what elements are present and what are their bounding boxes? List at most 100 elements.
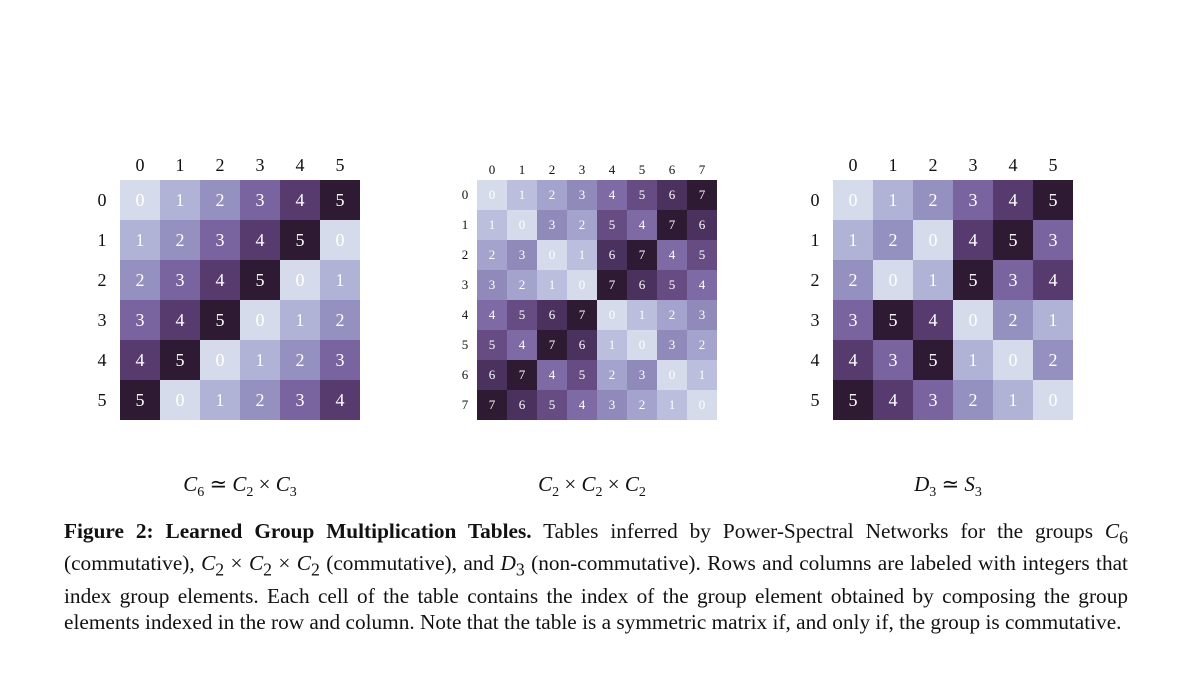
heatmap-cell: 0 — [537, 240, 567, 270]
subtitle-c2xc2xc2: C2 × C2 × C2 — [538, 472, 646, 501]
heatmap-cell: 4 — [993, 180, 1033, 220]
heatmap-cell: 2 — [120, 260, 160, 300]
heatmap-cell: 2 — [657, 300, 687, 330]
heatmap-cell: 2 — [993, 300, 1033, 340]
heatmap-cell: 5 — [507, 300, 537, 330]
heatmap-cell: 2 — [687, 330, 717, 360]
heatmap-cell: 3 — [160, 260, 200, 300]
heatmap-cell: 5 — [993, 220, 1033, 260]
heatmap-cell: 1 — [873, 180, 913, 220]
heatmap-cell: 3 — [1033, 220, 1073, 260]
col-label: 2 — [215, 154, 225, 175]
heatmap-cell: 4 — [1033, 260, 1073, 300]
heatmap-cell: 0 — [913, 220, 953, 260]
col-label: 4 — [1008, 154, 1018, 175]
heatmap-cell: 5 — [687, 240, 717, 270]
group-subscript: 2 — [215, 559, 225, 580]
col-label: 4 — [608, 162, 616, 177]
heatmap-cell: 1 — [833, 220, 873, 260]
row-label: 2 — [461, 247, 469, 262]
col-label: 2 — [928, 154, 938, 175]
heatmap-cell: 0 — [873, 260, 913, 300]
heatmap-cell: 3 — [200, 220, 240, 260]
heatmap-cell: 2 — [873, 220, 913, 260]
heatmap-cell: 6 — [687, 210, 717, 240]
row-label: 4 — [810, 349, 820, 370]
row-label: 3 — [810, 309, 820, 330]
heatmap-cell: 2 — [280, 340, 320, 380]
heatmap-cell: 0 — [120, 180, 160, 220]
heatmap-cell: 7 — [597, 270, 627, 300]
heatmap-cell: 2 — [477, 240, 507, 270]
row-label: 1 — [461, 217, 469, 232]
col-label: 5 — [335, 154, 345, 175]
col-label: 1 — [175, 154, 185, 175]
col-label: 3 — [255, 154, 265, 175]
row-label: 3 — [461, 277, 469, 292]
heatmap-cell: 1 — [913, 260, 953, 300]
heatmap-cell: 5 — [597, 210, 627, 240]
col-label: 6 — [668, 162, 676, 177]
heatmap-cell: 7 — [687, 180, 717, 210]
heatmap-cell: 6 — [627, 270, 657, 300]
heatmap-cell: 4 — [507, 330, 537, 360]
col-label: 3 — [968, 154, 978, 175]
heatmap-cell: 6 — [567, 330, 597, 360]
heatmap-cell: 7 — [567, 300, 597, 330]
heatmap-cell: 0 — [833, 180, 873, 220]
heatmap-cell: 0 — [160, 380, 200, 420]
heatmap-cell: 1 — [280, 300, 320, 340]
heatmap-cell: 0 — [280, 260, 320, 300]
group-symbol: C — [296, 551, 312, 576]
heatmap-cell: 7 — [627, 240, 657, 270]
heatmap-cell: 1 — [160, 180, 200, 220]
row-label: 0 — [810, 189, 820, 210]
heatmap-cell: 3 — [833, 300, 873, 340]
heatmap-cell: 5 — [120, 380, 160, 420]
heatmap-cell: 4 — [537, 360, 567, 390]
heatmap-cell: 3 — [953, 180, 993, 220]
group-symbol: C — [1104, 519, 1120, 543]
heatmap-cell: 3 — [120, 300, 160, 340]
heatmap-cell: 2 — [567, 210, 597, 240]
heatmap-cell: 3 — [597, 390, 627, 420]
heatmap-cell: 5 — [627, 180, 657, 210]
heatmap-cell: 2 — [833, 260, 873, 300]
heatmap-cell: 4 — [873, 380, 913, 420]
row-label: 6 — [461, 367, 469, 382]
heatmap-cell: 4 — [477, 300, 507, 330]
heatmap-cell: 0 — [993, 340, 1033, 380]
row-label: 1 — [97, 229, 107, 250]
heatmap-cell: 0 — [567, 270, 597, 300]
heatmap-cell: 4 — [597, 180, 627, 210]
heatmap-cell: 3 — [873, 340, 913, 380]
heatmap-cell: 4 — [240, 220, 280, 260]
heatmap-cell: 3 — [477, 270, 507, 300]
heatmap-cell: 7 — [657, 210, 687, 240]
heatmap-cell: 0 — [320, 220, 360, 260]
group-subscript: 6 — [1119, 527, 1128, 548]
heatmap-cell: 0 — [240, 300, 280, 340]
heatmap-cell: 6 — [537, 300, 567, 330]
heatmap-cell: 6 — [597, 240, 627, 270]
heatmap-cell: 5 — [873, 300, 913, 340]
col-label: 5 — [638, 162, 646, 177]
subtitle-c6: C6 ≃ C2 × C3 — [183, 472, 297, 501]
heatmap-cell: 4 — [160, 300, 200, 340]
heatmap-cell: 2 — [627, 390, 657, 420]
heatmap-cell: 5 — [567, 360, 597, 390]
heatmap-cell: 3 — [913, 380, 953, 420]
group-symbol: C — [248, 551, 264, 576]
heatmap-cell: 1 — [567, 240, 597, 270]
col-label: 7 — [698, 162, 706, 177]
heatmap-cell: 3 — [320, 340, 360, 380]
heatmap-cell: 1 — [627, 300, 657, 330]
row-label: 5 — [810, 389, 820, 410]
heatmap-cell: 2 — [597, 360, 627, 390]
heatmap-cell: 7 — [477, 390, 507, 420]
heatmap-cell: 0 — [477, 180, 507, 210]
heatmap-cell: 3 — [280, 380, 320, 420]
col-label: 0 — [848, 154, 858, 175]
heatmap-cell: 5 — [280, 220, 320, 260]
heatmap-cell: 5 — [477, 330, 507, 360]
